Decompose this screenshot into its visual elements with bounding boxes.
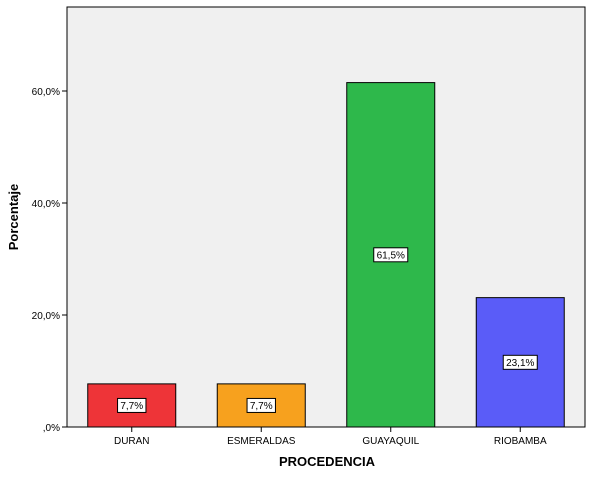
data-label: 23,1% [506,358,534,369]
data-label: 7,7% [250,401,273,412]
x-axis-title: PROCEDENCIA [279,454,376,469]
data-label: 7,7% [120,401,143,412]
x-tick-label: RIOBAMBA [494,436,547,447]
data-label: 61,5% [377,250,405,261]
data-label-box [502,354,538,370]
data-label-box [246,397,276,413]
y-tick-label: ,0% [43,423,60,434]
y-tick-label: 20,0% [32,311,60,322]
data-label-box [373,247,409,263]
y-tick-label: 40,0% [32,199,60,210]
data-label-box [117,397,147,413]
x-tick-label: DURAN [114,436,150,447]
x-tick-label: ESMERALDAS [227,436,296,447]
y-tick-label: 60,0% [32,87,60,98]
x-tick-label: GUAYAQUIL [362,436,419,447]
y-axis-title: Porcentaje [6,184,21,250]
